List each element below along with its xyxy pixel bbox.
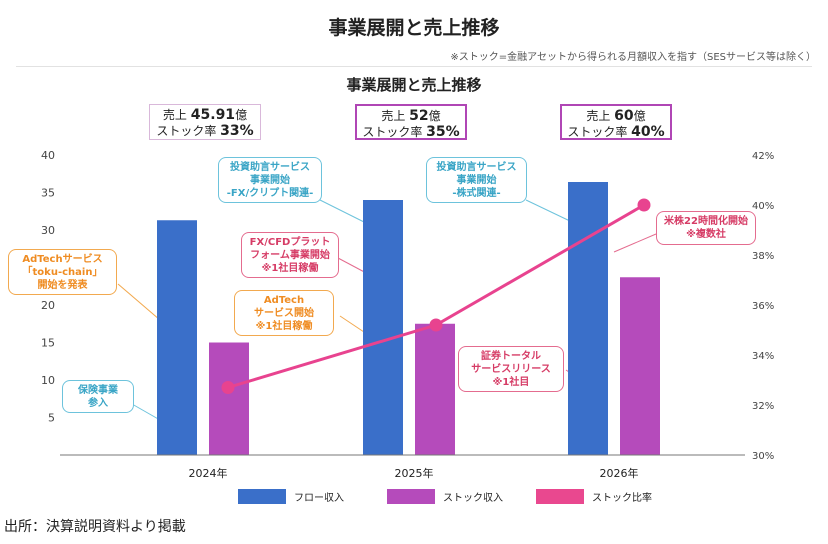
annotation-line: ※1社目	[492, 377, 530, 388]
stock-definition-note: ※ストック=金融アセットから得られる月額収入を指す（SESサービス等は除く）	[450, 52, 816, 63]
legend-swatch-1	[387, 489, 435, 504]
legend-label-1: ストック収入	[443, 492, 503, 504]
summary-box-2024: 売上 45.91億 ストック率 33%	[149, 104, 261, 140]
right-tick-label-1: 32%	[752, 401, 774, 412]
summary-box-2026: 売上 60億 ストック率 40%	[560, 104, 672, 140]
annotation-line: 「toku-chain」	[22, 267, 103, 278]
annotation-line: 参入	[88, 398, 108, 409]
annotation-line: 米株22時間化開始	[664, 216, 748, 227]
source-caption: 出所：決算説明資料より掲載	[4, 519, 186, 535]
annotation-line: 投資助言サービス	[436, 162, 517, 173]
sales-unit: 億	[633, 109, 646, 123]
sales-unit: 億	[235, 108, 248, 122]
bar-flow-0	[157, 220, 197, 455]
connector-insurance	[131, 403, 161, 421]
bar-stock-1	[415, 323, 455, 455]
summary-box-2025: 売上 52億 ストック率 35%	[355, 104, 467, 140]
header-divider	[16, 66, 812, 67]
right-tick-label-5: 40%	[752, 201, 774, 212]
connector-advisory-stock	[525, 199, 573, 223]
annotation-line: -FX/クリプト関連-	[226, 188, 314, 199]
right-tick-label-2: 34%	[752, 351, 774, 362]
annotation-line: 事業開始	[250, 175, 290, 186]
sales-value: 52	[409, 108, 429, 124]
annotation-insurance: 保険事業 参入	[62, 380, 134, 413]
bar-stock-0	[209, 342, 249, 455]
right-tick-label-0: 30%	[752, 451, 774, 462]
left-tick-label-0: 5	[48, 412, 55, 425]
right-tick-label-3: 36%	[752, 301, 774, 312]
sales-value: 60	[614, 108, 634, 124]
ratio-point-0	[221, 381, 235, 394]
left-tick-label-2: 15	[41, 337, 55, 350]
left-tick-label-6: 35	[41, 187, 55, 200]
annotation-line: フォーム事業開始	[250, 250, 330, 261]
legend-label-2: ストック比率	[592, 491, 652, 504]
legend-label-0: フロー収入	[294, 492, 344, 504]
connector-advisory-fx	[319, 199, 369, 225]
x-tick-label-1: 2025年	[395, 466, 434, 480]
left-tick-label-7: 40	[41, 149, 55, 162]
stock-value: 33%	[220, 123, 254, 139]
annotation-fx-cfd: FX/CFDプラット フォーム事業開始 ※1社目稼働	[241, 232, 339, 278]
connector-adtech-toku	[117, 283, 161, 321]
annotation-line: サービスリリース	[471, 364, 551, 375]
annotation-line: FX/CFDプラット	[249, 237, 331, 248]
annotation-line: 投資助言サービス	[230, 162, 310, 173]
annotation-line: ※1社目稼働	[255, 321, 313, 332]
left-tick-label-3: 20	[41, 299, 55, 312]
chart-title: 事業展開と売上推移	[346, 76, 482, 94]
stock-value: 35%	[426, 124, 460, 140]
sales-prefix: 売上	[162, 108, 187, 122]
ratio-point-2	[637, 198, 651, 212]
sales-prefix: 売上	[586, 109, 611, 123]
annotation-line: ※1社目稼働	[261, 263, 319, 274]
annotation-line: AdTechサービス	[22, 254, 103, 265]
annotation-line: -株式関連-	[452, 188, 501, 199]
annotation-line: サービス開始	[254, 308, 314, 319]
annotation-adtech-toku-chain: AdTechサービス 「toku-chain」 開始を発表	[8, 249, 117, 295]
annotation-line: 開始を発表	[37, 280, 88, 291]
legend-swatch-2	[536, 489, 584, 504]
sales-prefix: 売上	[381, 109, 406, 123]
annotation-line: AdTech	[263, 295, 305, 306]
sales-value: 45.91	[190, 107, 236, 123]
annotation-line: 事業開始	[456, 175, 497, 186]
stock-prefix: ストック率	[156, 124, 217, 138]
left-tick-label-5: 30	[41, 224, 55, 237]
bar-flow-1	[363, 200, 403, 455]
stock-value: 40%	[631, 124, 665, 140]
annotation-us-stocks: 米株22時間化開始 ※複数社	[656, 211, 756, 245]
sales-unit: 億	[428, 109, 441, 123]
annotation-line: 証券トータル	[481, 351, 541, 362]
stock-prefix: ストック率	[362, 125, 423, 139]
annotation-securities: 証券トータル サービスリリース ※1社目	[458, 346, 564, 392]
right-tick-label-6: 42%	[752, 151, 774, 162]
x-tick-label-2: 2026年	[600, 466, 639, 480]
annotation-advisory-fx: 投資助言サービス 事業開始 -FX/クリプト関連-	[218, 157, 322, 203]
annotation-advisory-stock: 投資助言サービス 事業開始 -株式関連-	[426, 157, 527, 203]
left-tick-label-1: 10	[41, 374, 55, 387]
ratio-point-1	[429, 318, 443, 332]
bar-stock-2	[620, 277, 660, 455]
stock-prefix: ストック率	[567, 125, 628, 139]
annotation-line: 保険事業	[78, 385, 118, 396]
bar-flow-2	[568, 182, 608, 455]
connector-us-stocks	[613, 233, 657, 253]
annotation-adtech-service: AdTech サービス開始 ※1社目稼働	[234, 290, 334, 336]
legend-swatch-0	[238, 489, 286, 504]
annotation-line: ※複数社	[686, 229, 726, 240]
page-title: 事業展開と売上推移	[328, 17, 500, 39]
x-tick-label-0: 2024年	[189, 466, 228, 480]
right-tick-label-4: 38%	[752, 251, 774, 262]
